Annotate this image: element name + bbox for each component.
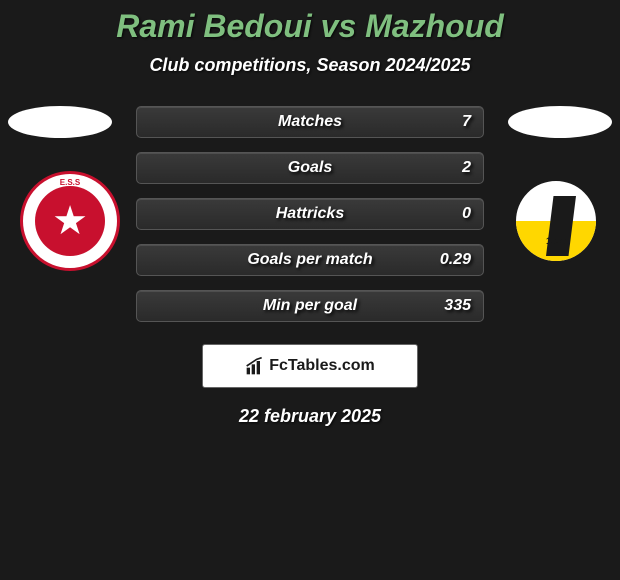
club-badge-right: 1950 [506, 171, 606, 271]
stat-row-gpm: Goals per match 0.29 [136, 244, 484, 276]
stat-right-value: 335 [444, 297, 471, 315]
stat-right-value: 2 [462, 159, 471, 177]
club-badge-left: E.S.S ★ [20, 171, 120, 271]
stat-label: Hattricks [276, 205, 344, 223]
stat-label: Min per goal [263, 297, 357, 315]
ess-badge: E.S.S ★ [20, 171, 120, 271]
main-container: Rami Bedoui vs Mazhoud Club competitions… [0, 0, 620, 427]
stat-row-matches: Matches 7 [136, 106, 484, 138]
stat-label: Goals [288, 159, 332, 177]
star-icon: ★ [52, 201, 88, 241]
stat-right-value: 0 [462, 205, 471, 223]
stats-column: Matches 7 Goals 2 Hattricks 0 Goals per … [136, 106, 484, 322]
esm-badge-year: 1950 [546, 236, 566, 246]
stat-label: Matches [278, 113, 342, 131]
ess-badge-inner: ★ [35, 186, 105, 256]
stat-right-value: 7 [462, 113, 471, 131]
stat-label: Goals per match [247, 251, 372, 269]
page-title: Rami Bedoui vs Mazhoud [0, 8, 620, 45]
player-photo-right [508, 106, 612, 138]
content-area: E.S.S ★ 1950 Matches 7 Goals 2 [0, 106, 620, 427]
footer-date: 22 february 2025 [0, 406, 620, 427]
branding-box[interactable]: FcTables.com [202, 344, 418, 388]
stat-row-goals: Goals 2 [136, 152, 484, 184]
branding-text: FcTables.com [269, 357, 375, 375]
esm-badge: 1950 [513, 178, 599, 264]
player-photo-left [8, 106, 112, 138]
chart-icon [245, 356, 265, 376]
stat-row-hattricks: Hattricks 0 [136, 198, 484, 230]
page-subtitle: Club competitions, Season 2024/2025 [0, 55, 620, 76]
stat-right-value: 0.29 [440, 251, 471, 269]
stat-row-mpg: Min per goal 335 [136, 290, 484, 322]
